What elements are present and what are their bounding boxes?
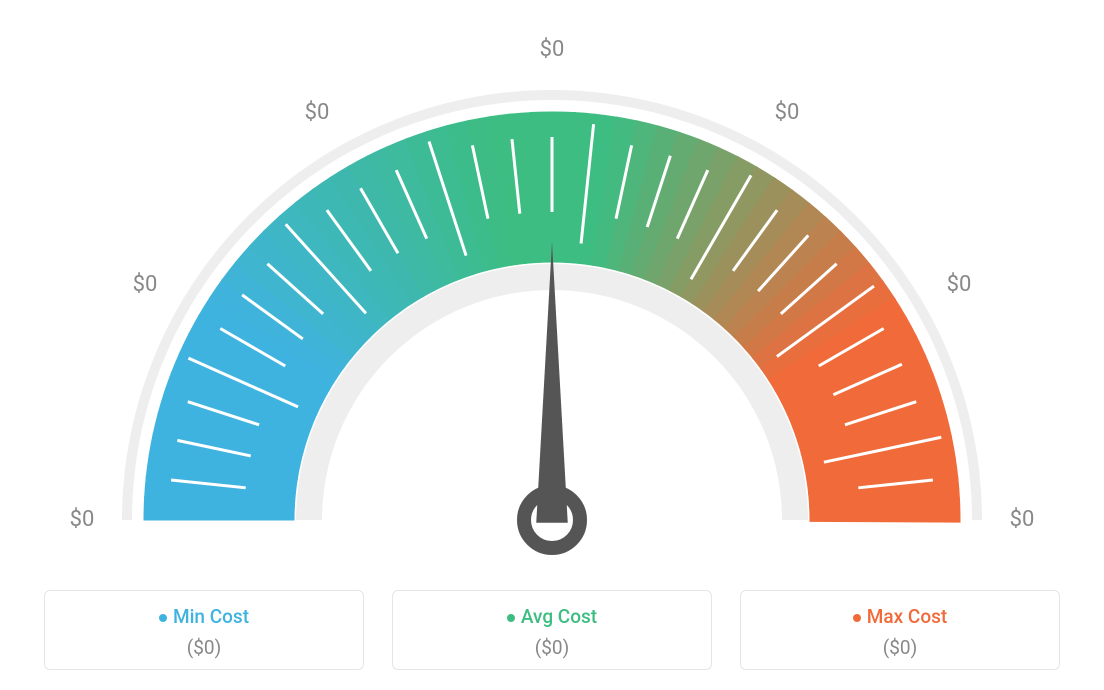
legend-value-min: ($0) xyxy=(45,636,363,659)
legend-title-avg: Avg Cost xyxy=(393,605,711,628)
legend-card-min: Min Cost ($0) xyxy=(44,590,364,670)
gauge-tick-label: $0 xyxy=(775,100,800,125)
legend-label-avg: Avg Cost xyxy=(521,605,597,628)
legend-title-min: Min Cost xyxy=(45,605,363,628)
gauge-tick-label: $0 xyxy=(70,507,95,532)
legend-value-max: ($0) xyxy=(741,636,1059,659)
legend-row: Min Cost ($0) Avg Cost ($0) Max Cost ($0… xyxy=(0,590,1104,670)
legend-dot-min xyxy=(159,614,167,622)
legend-card-max: Max Cost ($0) xyxy=(740,590,1060,670)
legend-label-min: Min Cost xyxy=(173,605,249,628)
legend-title-max: Max Cost xyxy=(741,605,1059,628)
legend-dot-avg xyxy=(507,614,515,622)
legend-label-max: Max Cost xyxy=(867,605,947,628)
legend-value-avg: ($0) xyxy=(393,636,711,659)
gauge-tick-label: $0 xyxy=(540,37,565,62)
gauge-tick-label: $0 xyxy=(947,272,972,297)
legend-card-avg: Avg Cost ($0) xyxy=(392,590,712,670)
gauge-tick-label: $0 xyxy=(305,100,330,125)
legend-dot-max xyxy=(853,614,861,622)
gauge-tick-label: $0 xyxy=(1010,507,1035,532)
gauge-chart: $0 $0 $0 $0 $0 $0 $0 xyxy=(0,0,1104,560)
gauge-tick-label: $0 xyxy=(133,272,158,297)
gauge-svg: $0 $0 $0 $0 $0 $0 $0 xyxy=(52,20,1052,580)
